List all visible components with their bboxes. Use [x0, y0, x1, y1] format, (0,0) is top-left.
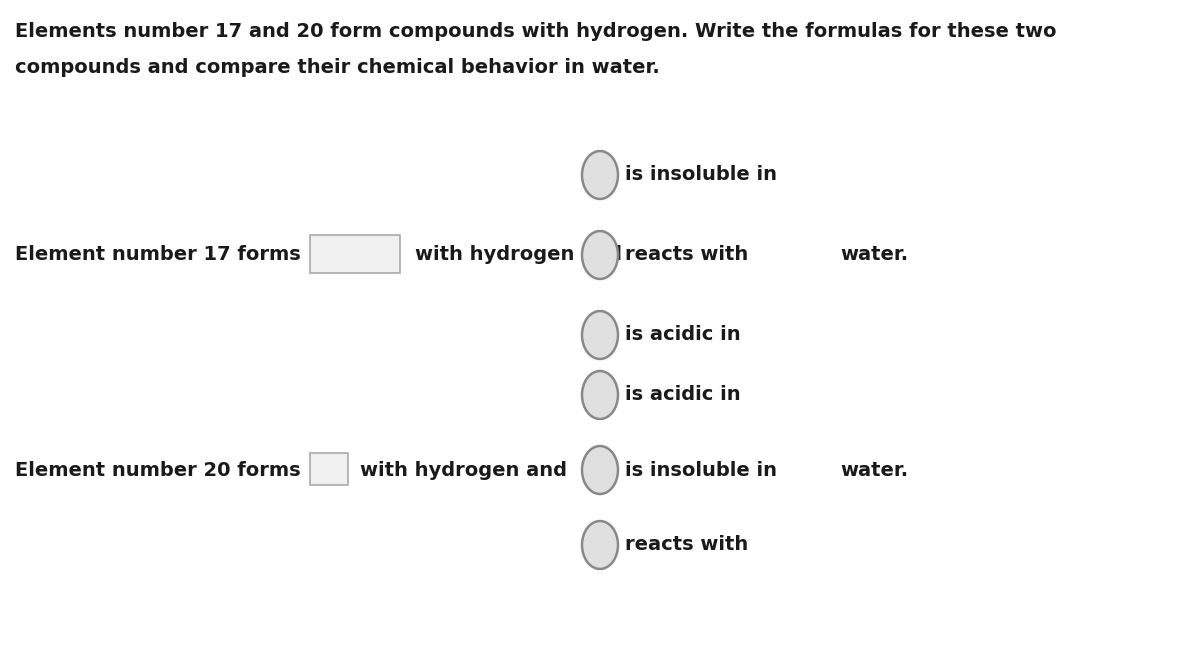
Text: reacts with: reacts with [625, 246, 749, 265]
Text: Element number 17 forms: Element number 17 forms [14, 246, 301, 265]
Ellipse shape [582, 446, 618, 494]
Text: is acidic in: is acidic in [625, 326, 740, 344]
Text: with hydrogen and: with hydrogen and [415, 246, 622, 265]
Text: with hydrogen and: with hydrogen and [360, 460, 568, 480]
Bar [310, 453, 348, 485]
Ellipse shape [582, 151, 618, 199]
Text: reacts with: reacts with [625, 536, 749, 554]
Ellipse shape [582, 521, 618, 569]
Ellipse shape [582, 231, 618, 279]
Text: compounds and compare their chemical behavior in water.: compounds and compare their chemical beh… [14, 58, 660, 77]
Text: is insoluble in: is insoluble in [625, 460, 778, 480]
Text: is insoluble in: is insoluble in [625, 166, 778, 185]
Text: water.: water. [840, 246, 908, 265]
Text: Element number 20 forms: Element number 20 forms [14, 460, 301, 480]
Text: Elements number 17 and 20 form compounds with hydrogen. Write the formulas for t: Elements number 17 and 20 form compounds… [14, 22, 1056, 41]
Ellipse shape [582, 311, 618, 359]
Ellipse shape [582, 371, 618, 419]
Text: water.: water. [840, 460, 908, 480]
Text: is acidic in: is acidic in [625, 385, 740, 404]
Bar [310, 235, 400, 273]
